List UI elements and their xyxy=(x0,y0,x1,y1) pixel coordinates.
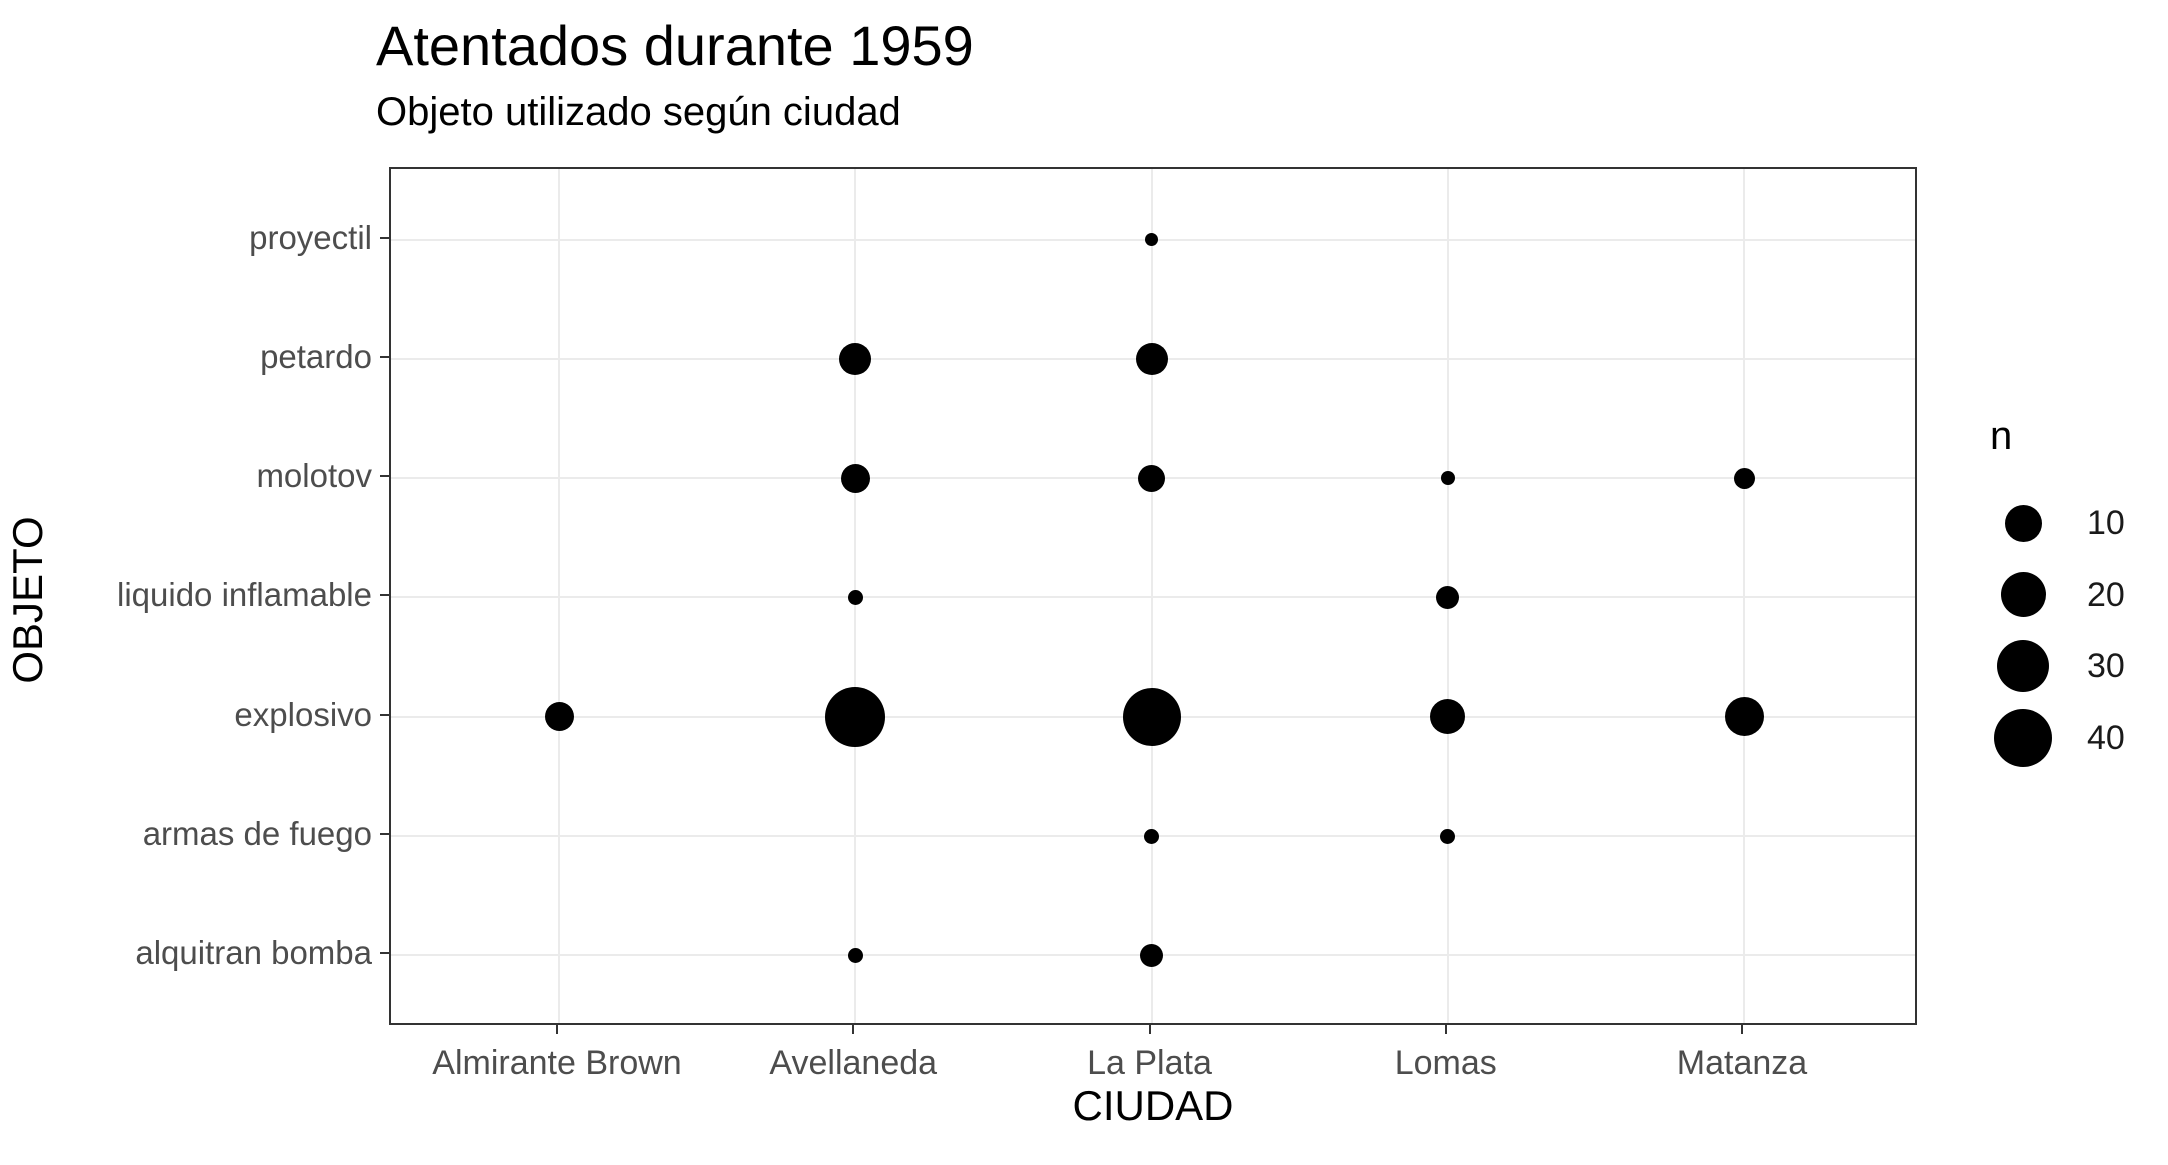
x-tick-mark xyxy=(1741,1025,1743,1034)
y-tick-label: alquitran bomba xyxy=(135,934,372,972)
y-tick-mark xyxy=(380,594,389,597)
y-tick-mark xyxy=(380,475,389,478)
data-point xyxy=(1436,585,1460,609)
x-tick-label: Matanza xyxy=(1676,1044,1808,1082)
data-point xyxy=(847,589,863,605)
x-tick-label: Almirante Brown xyxy=(432,1044,682,1082)
data-point xyxy=(1138,464,1165,492)
x-axis-title: CIUDAD xyxy=(1072,1082,1234,1129)
data-point xyxy=(1430,699,1466,735)
data-point xyxy=(1440,471,1455,486)
x-tick-label: Avellaneda xyxy=(769,1044,938,1082)
y-tick-mark xyxy=(380,355,389,358)
legend-key-circle xyxy=(2000,572,2046,618)
y-tick-mark xyxy=(380,713,389,716)
y-tick-label: petardo xyxy=(260,337,372,375)
y-tick-label: proyectil xyxy=(249,218,372,256)
x-tick-mark xyxy=(1444,1025,1447,1034)
x-tick-mark xyxy=(852,1025,855,1034)
y-tick-mark xyxy=(380,236,389,239)
data-point xyxy=(1440,828,1456,844)
x-tick-label: Lomas xyxy=(1394,1044,1497,1082)
y-tick-label: explosivo xyxy=(234,695,372,733)
legend-key-circle xyxy=(1997,640,2049,693)
gridline-vertical xyxy=(1743,169,1745,1023)
legend-key-circle xyxy=(1994,709,2052,768)
data-point xyxy=(544,702,574,732)
y-tick-label: armas de fuego xyxy=(142,815,372,852)
data-point xyxy=(1733,467,1755,489)
legend-value-label: 10 xyxy=(2087,504,2125,542)
legend-key-circle xyxy=(2004,504,2042,542)
x-tick-label: La Plata xyxy=(1087,1044,1212,1082)
data-point xyxy=(1145,233,1158,246)
y-tick-mark xyxy=(380,952,389,955)
chart-title: Atentados durante 1959 xyxy=(376,14,974,77)
y-tick-label: liquido inflamable xyxy=(117,576,372,614)
legend-value-label: 30 xyxy=(2087,647,2125,686)
gridline-vertical xyxy=(558,169,560,1023)
data-point xyxy=(847,947,863,963)
data-point xyxy=(1144,828,1159,844)
legend-value-label: 20 xyxy=(2087,575,2125,614)
data-point xyxy=(839,342,872,375)
x-tick-mark xyxy=(1148,1025,1151,1034)
plot-panel xyxy=(389,167,1917,1025)
legend-value-label: 40 xyxy=(2087,719,2125,758)
data-point xyxy=(1135,342,1168,375)
legend-title: n xyxy=(1990,414,2013,458)
y-tick-mark xyxy=(380,833,389,835)
data-point xyxy=(1122,687,1181,746)
gridline-horizontal xyxy=(391,596,1915,599)
chart-subtitle: Objeto utilizado según ciudad xyxy=(376,90,901,134)
data-point xyxy=(1140,943,1163,967)
gridline-vertical xyxy=(1150,169,1153,1023)
data-point xyxy=(825,686,886,747)
x-tick-mark xyxy=(556,1025,558,1034)
y-tick-label: molotov xyxy=(256,457,372,495)
data-point xyxy=(840,463,870,493)
data-point xyxy=(1724,697,1764,737)
